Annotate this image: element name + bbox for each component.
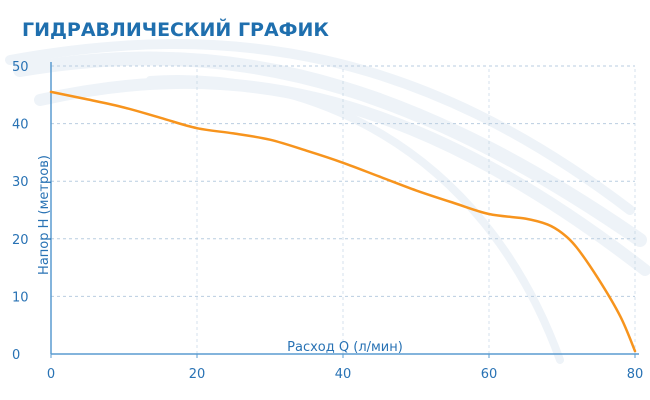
x-tick-label-60: 60 — [481, 367, 498, 382]
chart-title: ГИДРАВЛИЧЕСКИЙ ГРАФИК — [22, 18, 329, 41]
y-tick-label-30: 30 — [12, 175, 29, 190]
series-line-0 — [49, 90, 637, 353]
x-axis-label: Расход Q (л/мин) — [287, 340, 403, 355]
y-tick-label-20: 20 — [12, 233, 29, 248]
y-tick-label-40: 40 — [12, 118, 29, 133]
tick-labels: 0 10 20 30 40 50 0 20 40 60 80 — [12, 60, 643, 382]
x-tick-label-20: 20 — [189, 367, 206, 382]
axes — [50, 62, 639, 358]
y-axis-label: Напор H (метров) — [37, 155, 52, 275]
swoosh-0 — [13, 51, 647, 247]
y-tick-label-10: 10 — [12, 290, 29, 305]
y-tick-label-0: 0 — [12, 348, 20, 363]
swoosh-3 — [146, 75, 564, 364]
x-tick-label-40: 40 — [335, 367, 352, 382]
y-tick-label-50: 50 — [12, 60, 29, 75]
swoosh-2 — [5, 39, 635, 215]
grid-lines — [51, 65, 636, 354]
x-tick-label-0: 0 — [47, 367, 55, 382]
swoosh-1 — [34, 76, 650, 276]
series-layer — [49, 90, 637, 353]
background-swoosh — [5, 39, 650, 364]
x-tick-label-80: 80 — [627, 367, 644, 382]
